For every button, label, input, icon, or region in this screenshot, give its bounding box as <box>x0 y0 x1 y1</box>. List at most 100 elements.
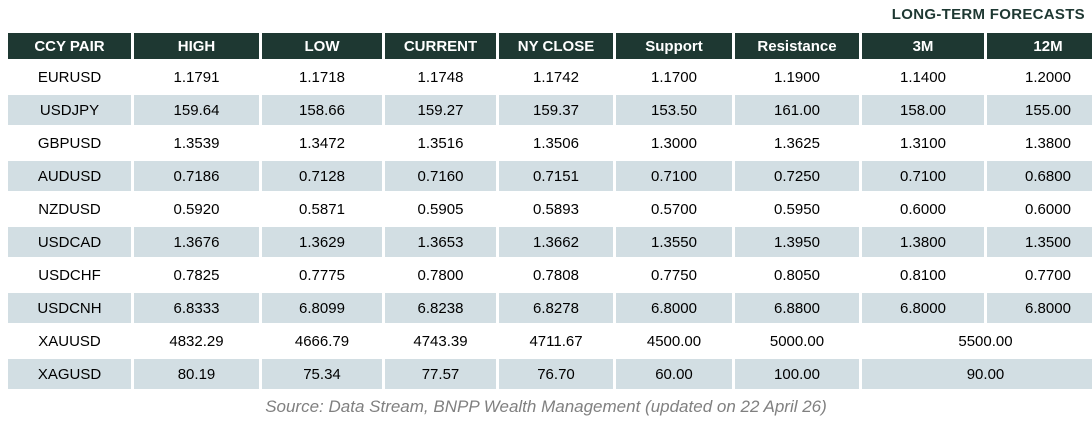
cell-high: 1.3676 <box>132 225 262 260</box>
column-header-support: Support <box>614 33 735 62</box>
table-row-usdcnh: USDCNH 6.8333 6.8099 6.8238 6.8278 6.8000 6.88… <box>8 291 1092 326</box>
cell-12m: 0.6800 <box>985 159 1092 194</box>
cell-resistance: 100.00 <box>733 357 862 392</box>
table-row-xagusd: XAGUSD 80.19 75.34 77.57 76.70 60.00 100.00 90.… <box>8 357 1092 392</box>
cell-12m: 0.7700 <box>985 258 1092 293</box>
cell-support: 0.5700 <box>614 192 735 227</box>
cell-current: 1.3653 <box>383 225 499 260</box>
column-header-ny-close: NY CLOSE <box>497 33 616 62</box>
cell-3m: 1.1400 <box>860 60 987 95</box>
cell-current: 4743.39 <box>383 324 499 359</box>
cell-low: 4666.79 <box>260 324 385 359</box>
cell-forecast-merged: 5500.00 <box>860 324 1092 359</box>
table-row-audusd: AUDUSD 0.7186 0.7128 0.7160 0.7151 0.7100 0.72… <box>8 159 1092 194</box>
column-header-high: HIGH <box>132 33 262 62</box>
cell-current: 0.5905 <box>383 192 499 227</box>
cell-support: 1.3000 <box>614 126 735 161</box>
cell-resistance: 5000.00 <box>733 324 862 359</box>
cell-ccy-pair: GBPUSD <box>8 126 134 161</box>
cell-ny-close: 0.7808 <box>497 258 616 293</box>
cell-low: 1.3629 <box>260 225 385 260</box>
header-row: CCY PAIR HIGH LOW CURRENT NY CLOSE Support Res… <box>8 33 1092 62</box>
cell-low: 75.34 <box>260 357 385 392</box>
column-header-current: CURRENT <box>383 33 499 62</box>
cell-ccy-pair: USDCHF <box>8 258 134 293</box>
fx-forecast-table: CCY PAIR HIGH LOW CURRENT NY CLOSE Support Res… <box>8 33 1092 392</box>
cell-3m: 1.3100 <box>860 126 987 161</box>
column-header-12m: 12M <box>985 33 1092 62</box>
cell-support: 0.7750 <box>614 258 735 293</box>
cell-3m: 1.3800 <box>860 225 987 260</box>
cell-high: 4832.29 <box>132 324 262 359</box>
column-header-low: LOW <box>260 33 385 62</box>
column-header-ccy-pair: CCY PAIR <box>8 33 134 62</box>
cell-ny-close: 6.8278 <box>497 291 616 326</box>
cell-ccy-pair: NZDUSD <box>8 192 134 227</box>
cell-high: 1.3539 <box>132 126 262 161</box>
table-body: EURUSD 1.1791 1.1718 1.1748 1.1742 1.1700 1.19… <box>8 60 1092 392</box>
cell-high: 1.1791 <box>132 60 262 95</box>
cell-resistance: 0.5950 <box>733 192 862 227</box>
cell-ny-close: 1.3662 <box>497 225 616 260</box>
cell-ny-close: 76.70 <box>497 357 616 392</box>
cell-ny-close: 0.5893 <box>497 192 616 227</box>
cell-current: 0.7800 <box>383 258 499 293</box>
cell-12m: 1.2000 <box>985 60 1092 95</box>
cell-support: 0.7100 <box>614 159 735 194</box>
table-row-usdjpy: USDJPY 159.64 158.66 159.27 159.37 153.50 161.… <box>8 93 1092 128</box>
cell-12m: 1.3500 <box>985 225 1092 260</box>
cell-3m: 158.00 <box>860 93 987 128</box>
cell-ny-close: 0.7151 <box>497 159 616 194</box>
cell-ny-close: 1.3506 <box>497 126 616 161</box>
cell-resistance: 1.3950 <box>733 225 862 260</box>
cell-current: 0.7160 <box>383 159 499 194</box>
cell-low: 1.3472 <box>260 126 385 161</box>
cell-12m: 6.8000 <box>985 291 1092 326</box>
cell-current: 1.3516 <box>383 126 499 161</box>
cell-12m: 155.00 <box>985 93 1092 128</box>
cell-low: 0.5871 <box>260 192 385 227</box>
cell-ccy-pair: USDJPY <box>8 93 134 128</box>
cell-high: 0.5920 <box>132 192 262 227</box>
cell-3m: 0.8100 <box>860 258 987 293</box>
cell-ccy-pair: EURUSD <box>8 60 134 95</box>
table-row-xauusd: XAUUSD 4832.29 4666.79 4743.39 4711.67 4500.0… <box>8 324 1092 359</box>
cell-ccy-pair: XAUUSD <box>8 324 134 359</box>
cell-resistance: 0.7250 <box>733 159 862 194</box>
source-caption: Source: Data Stream, BNPP Wealth Managem… <box>265 397 827 416</box>
cell-12m: 0.6000 <box>985 192 1092 227</box>
cell-ny-close: 1.1742 <box>497 60 616 95</box>
cell-ccy-pair: USDCAD <box>8 225 134 260</box>
cell-low: 1.1718 <box>260 60 385 95</box>
cell-ny-close: 159.37 <box>497 93 616 128</box>
cell-support: 6.8000 <box>614 291 735 326</box>
table-row-gbpusd: GBPUSD 1.3539 1.3472 1.3516 1.3506 1.3000 1.36… <box>8 126 1092 161</box>
cell-high: 0.7186 <box>132 159 262 194</box>
long-term-forecasts-title: LONG-TERM FORECASTS <box>891 6 1085 23</box>
cell-high: 6.8333 <box>132 291 262 326</box>
cell-high: 0.7825 <box>132 258 262 293</box>
cell-current: 1.1748 <box>383 60 499 95</box>
cell-high: 159.64 <box>132 93 262 128</box>
cell-low: 0.7128 <box>260 159 385 194</box>
cell-12m: 1.3800 <box>985 126 1092 161</box>
cell-support: 60.00 <box>614 357 735 392</box>
cell-low: 6.8099 <box>260 291 385 326</box>
cell-resistance: 1.1900 <box>733 60 862 95</box>
cell-3m: 0.6000 <box>860 192 987 227</box>
cell-ccy-pair: USDCNH <box>8 291 134 326</box>
cell-resistance: 1.3625 <box>733 126 862 161</box>
cell-support: 1.1700 <box>614 60 735 95</box>
table-row-usdcad: USDCAD 1.3676 1.3629 1.3653 1.3662 1.3550 1.39… <box>8 225 1092 260</box>
cell-support: 4500.00 <box>614 324 735 359</box>
table-row-nzdusd: NZDUSD 0.5920 0.5871 0.5905 0.5893 0.5700 0.59… <box>8 192 1092 227</box>
cell-current: 77.57 <box>383 357 499 392</box>
cell-support: 1.3550 <box>614 225 735 260</box>
column-header-3m: 3M <box>860 33 987 62</box>
cell-ny-close: 4711.67 <box>497 324 616 359</box>
table-row-usdchf: USDCHF 0.7825 0.7775 0.7800 0.7808 0.7750 0.80… <box>8 258 1092 293</box>
cell-support: 153.50 <box>614 93 735 128</box>
table-header: CCY PAIR HIGH LOW CURRENT NY CLOSE Support Res… <box>8 33 1092 62</box>
table-row-eurusd: EURUSD 1.1791 1.1718 1.1748 1.1742 1.1700 1.19… <box>8 60 1092 95</box>
